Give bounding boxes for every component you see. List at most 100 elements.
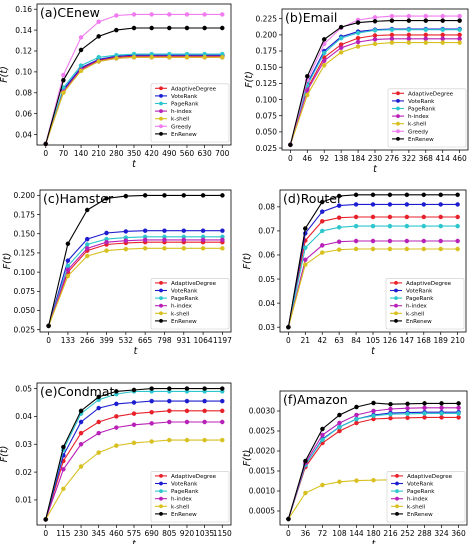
legend-label: VoteRank [407, 482, 434, 488]
x-tick-label: 0 [286, 336, 291, 345]
legend-label: h-index [171, 109, 193, 115]
legend-label: PageRank [171, 296, 199, 302]
legend-marker [395, 504, 399, 509]
data-point-AdaptiveDegree [355, 35, 361, 41]
data-point-EnRenew [288, 142, 293, 148]
data-point-VoteRank [438, 202, 443, 207]
legend-marker [159, 481, 163, 486]
data-point-k-shell [131, 440, 137, 446]
data-point-k-shell [96, 450, 101, 455]
data-point-k-shell [65, 273, 71, 279]
data-point-k-shell [149, 439, 154, 444]
data-point-EnRenew [387, 192, 393, 198]
data-point-h-index [370, 238, 376, 244]
data-point-k-shell [354, 478, 359, 483]
data-point-EnRenew [220, 193, 225, 198]
x-tick-label: 147 [400, 336, 415, 345]
x-tick-label: 108 [332, 529, 347, 538]
data-point-Greedy [406, 13, 412, 19]
data-point-AdaptiveDegree [404, 214, 410, 220]
data-point-k-shell [320, 482, 325, 488]
legend-label: EnRenew [407, 512, 433, 518]
legend-label: VoteRank [171, 94, 198, 100]
y-tick-label: 0.02 [15, 468, 32, 477]
data-point-k-shell [338, 50, 344, 55]
x-tick-label: 189 [434, 336, 449, 345]
data-point-EnRenew [457, 18, 462, 23]
data-point-k-shell [123, 246, 129, 252]
data-point-k-shell [184, 437, 190, 443]
y-tick-label: 0.0015 [249, 467, 275, 476]
data-point-EnRenew [149, 386, 154, 391]
x-tick-label: 665 [138, 336, 153, 345]
y-tick-label: 0.05 [15, 384, 32, 393]
data-point-PageRank [405, 411, 410, 417]
x-tick-label: 36 [301, 529, 311, 538]
y-tick-label: 0.04 [15, 412, 32, 421]
y-tick-label: 0.16 [15, 5, 32, 14]
y-tick-label: 0.025 [14, 325, 36, 334]
data-point-Greedy [149, 12, 154, 17]
data-point-PageRank [370, 223, 376, 229]
x-tick-label: 575 [127, 529, 142, 538]
data-point-VoteRank [455, 202, 460, 207]
data-point-EnRenew [220, 386, 225, 391]
y-tick-label: 0.125 [14, 249, 36, 258]
legend-marker [159, 109, 163, 113]
data-point-PageRank [338, 35, 344, 41]
data-point-AdaptiveDegree [389, 32, 395, 38]
data-point-EnRenew [123, 193, 129, 199]
data-point-PageRank [422, 411, 427, 416]
data-point-PageRank [388, 411, 393, 417]
data-point-h-index [78, 442, 84, 447]
x-tick-label: 0 [43, 529, 48, 538]
data-point-EnRenew [149, 25, 154, 31]
data-point-h-index [354, 412, 359, 418]
data-point-PageRank [389, 27, 395, 32]
legend-label: PageRank [407, 489, 435, 495]
data-point-VoteRank [421, 202, 427, 207]
data-point-EnRenew [405, 401, 410, 407]
data-point-Greedy [389, 13, 395, 19]
data-point-h-index [61, 467, 66, 472]
data-point-AdaptiveDegree [167, 408, 172, 414]
data-point-h-index [142, 237, 148, 243]
legend-marker [159, 116, 163, 121]
x-tick-label: 805 [162, 529, 177, 538]
data-point-VoteRank [131, 400, 137, 405]
legend-marker [394, 319, 398, 323]
data-point-k-shell [337, 479, 342, 485]
data-point-k-shell [303, 262, 308, 267]
x-tick-label: 138 [334, 154, 349, 163]
data-point-VoteRank [104, 230, 109, 236]
legend-label: k-shell [171, 117, 190, 123]
legend-label: EnRenew [171, 512, 197, 518]
chart-panel-1: 0 70 140 210 280 350 420 490 560 630 700 0.04 0.06 0.… [0, 3, 232, 170]
data-point-EnRenew [96, 394, 101, 400]
legend-marker [394, 296, 398, 300]
x-tick-label: 360 [451, 529, 466, 538]
y-tick-label: 0.03 [15, 440, 32, 449]
data-point-Greedy [372, 15, 378, 20]
y-tick-label: 0.14 [15, 26, 32, 35]
legend-marker [159, 281, 163, 285]
data-point-h-index [353, 238, 359, 244]
data-point-h-index [387, 238, 393, 244]
data-point-AdaptiveDegree [337, 428, 342, 434]
x-tick-label: 72 [318, 529, 328, 538]
data-point-EnRenew [336, 193, 342, 199]
data-point-PageRank [457, 27, 462, 32]
legend-marker [396, 129, 400, 134]
y-tick-label: 0.0025 [249, 427, 275, 436]
legend-marker [395, 512, 399, 516]
data-point-h-index [131, 422, 137, 428]
x-tick-label: 140 [74, 149, 89, 158]
x-tick-label: 350 [127, 149, 142, 158]
x-tick-label: 168 [417, 336, 432, 345]
x-tick-label: 0 [46, 336, 51, 345]
data-point-PageRank [353, 223, 359, 229]
data-point-VoteRank [96, 405, 101, 411]
legend-label: h-index [407, 497, 429, 503]
data-point-k-shell [353, 246, 359, 252]
series-line-VoteRank [48, 230, 223, 327]
